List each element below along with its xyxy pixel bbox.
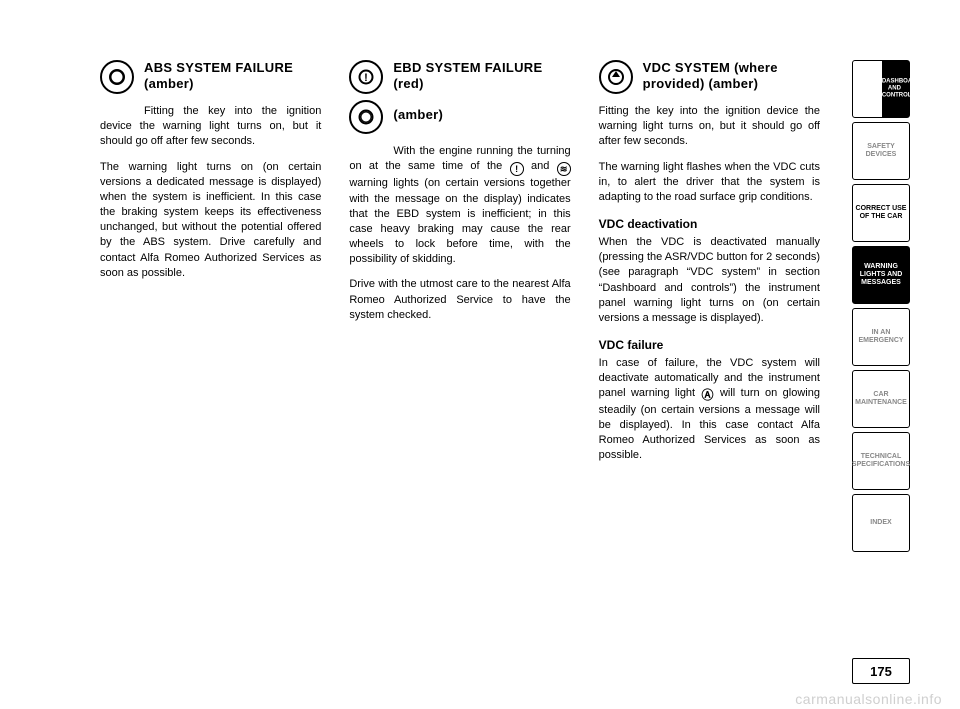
heading-row: VDC SYSTEM (where provided) (amber)	[599, 60, 820, 94]
ebd-and: and	[531, 160, 549, 172]
abs-title: ABS SYSTEM FAILURE (amber)	[144, 60, 321, 93]
ebd-amber-icon	[349, 100, 383, 134]
ebd-inline-icon-1: !	[510, 162, 524, 176]
content-columns: ABS SYSTEM FAILURE (amber) Fitting the k…	[100, 60, 820, 473]
vdc-fail-text: In case of failure, the VDC system will …	[599, 356, 820, 463]
ebd-para-1: Drive with the utmost care to the neares…	[349, 277, 570, 323]
abs-icon	[100, 60, 134, 94]
heading-row: ! EBD SYSTEM FAILURE (red) (amber)	[349, 60, 570, 134]
vdc-deact-text: When the VDC is deactivated manually (pr…	[599, 235, 820, 326]
vdc-fail-inline-icon: Ⓐ	[701, 389, 715, 403]
heading-row: ABS SYSTEM FAILURE (amber)	[100, 60, 321, 94]
ebd-icon-stack: !	[349, 60, 383, 134]
abs-lead: Fitting the key into the ignition device…	[100, 104, 321, 150]
vdc-fail-heading: VDC failure	[599, 338, 820, 352]
vdc-deact-heading: VDC deactivation	[599, 217, 820, 231]
side-tabs: DASHBOARD AND CONTROLS SAFETY DEVICES CO…	[852, 60, 910, 556]
ebd-sub2: (amber)	[393, 107, 570, 123]
ebd-title: EBD SYSTEM FAILURE	[393, 60, 570, 76]
ebd-lead-b: warning lights (on certain versions toge…	[349, 177, 570, 265]
svg-text:!: !	[364, 72, 368, 84]
column-ebd: ! EBD SYSTEM FAILURE (red) (amber) With …	[349, 60, 570, 473]
vdc-lead: Fitting the key into the ignition device…	[599, 104, 820, 150]
tab-dashboard-label: DASHBOARD AND CONTROLS	[882, 79, 907, 100]
vdc-title: VDC SYSTEM (where provided) (amber)	[643, 60, 820, 93]
vdc-icon	[599, 60, 633, 94]
column-abs: ABS SYSTEM FAILURE (amber) Fitting the k…	[100, 60, 321, 473]
abs-para-1: The warning light turns on (on certain v…	[100, 160, 321, 281]
ebd-sub1: (red)	[393, 76, 570, 92]
tab-warning-lights[interactable]: WARNING LIGHTS AND MESSAGES	[852, 246, 910, 304]
tab-safety[interactable]: SAFETY DEVICES	[852, 122, 910, 180]
vdc-para-1: The warning light flashes when the VDC c…	[599, 160, 820, 206]
watermark: carmanualsonline.info	[795, 691, 942, 707]
tab-index[interactable]: INDEX	[852, 494, 910, 552]
ebd-lead: With the engine running the turning on a…	[349, 144, 570, 267]
tab-emergency[interactable]: IN AN EMERGENCY	[852, 308, 910, 366]
tab-correct-use[interactable]: CORRECT USE OF THE CAR	[852, 184, 910, 242]
ebd-red-icon: !	[349, 60, 383, 94]
tab-maintenance[interactable]: CAR MAINTENANCE	[852, 370, 910, 428]
column-vdc: VDC SYSTEM (where provided) (amber) Fitt…	[599, 60, 820, 473]
page-number: 175	[852, 658, 910, 684]
tab-dashboard[interactable]: DASHBOARD AND CONTROLS	[852, 60, 910, 118]
ebd-inline-icon-2: ≋	[557, 162, 571, 176]
manual-page: ABS SYSTEM FAILURE (amber) Fitting the k…	[0, 0, 960, 709]
tab-tech-specs[interactable]: TECHNICAL SPECIFICATIONS	[852, 432, 910, 490]
